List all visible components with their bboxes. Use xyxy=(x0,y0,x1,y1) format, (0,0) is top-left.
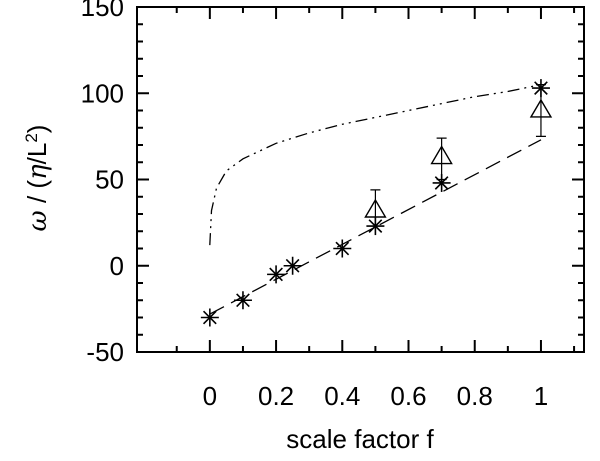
y-label-eta: η xyxy=(23,164,53,180)
asterisk-marker xyxy=(200,308,219,327)
y-label-omega: ω xyxy=(23,210,53,231)
triangle-shape xyxy=(529,98,553,118)
triangle-marker xyxy=(430,137,453,181)
y-label-rest: /L xyxy=(22,143,52,165)
tick-labels: 0 0.2 0.4 0.6 0.8 1 -50 0 50 100 150 xyxy=(81,0,549,411)
y-axis-label: ω / (η/L2) xyxy=(22,125,54,232)
error-bar xyxy=(370,189,381,227)
asterisk-marker xyxy=(333,239,352,258)
y-label-close: ) xyxy=(22,125,52,134)
y-tick-label: 100 xyxy=(81,78,124,108)
y-tick-label: 50 xyxy=(95,165,124,195)
x-tick-label: 0.2 xyxy=(258,381,294,411)
svg-text:ω / (η/L2): ω / (η/L2) xyxy=(22,125,54,232)
x-tick-label: 0.4 xyxy=(324,381,360,411)
y-tick-label: 150 xyxy=(81,0,124,22)
y-label-slash: / ( xyxy=(22,180,52,211)
dashed-fit-line xyxy=(209,139,542,315)
x-axis-label: scale factor f xyxy=(286,424,434,454)
asterisk-marker xyxy=(233,291,252,310)
axis-ticks xyxy=(137,6,584,353)
x-tick-label: 0.8 xyxy=(457,381,493,411)
plot-frame xyxy=(136,6,585,353)
asterisk-marker xyxy=(267,265,286,284)
asterisk-marker xyxy=(283,256,302,275)
fit-lines xyxy=(209,83,542,315)
triangle-shape xyxy=(364,198,387,218)
dash-dot-curve xyxy=(209,83,542,246)
x-tick-label: 1 xyxy=(534,381,548,411)
triangle-marker xyxy=(364,189,387,227)
data-markers xyxy=(200,79,553,327)
error-bar xyxy=(436,137,447,181)
y-tick-label: 0 xyxy=(110,251,124,281)
x-tick-label: 0 xyxy=(203,381,217,411)
triangle-shape xyxy=(430,145,453,165)
triangle-marker xyxy=(529,84,553,137)
error-bar xyxy=(535,84,546,137)
y-tick-label: -50 xyxy=(86,337,124,367)
x-tick-label: 0.6 xyxy=(390,381,426,411)
y-label-sup: 2 xyxy=(22,133,41,142)
